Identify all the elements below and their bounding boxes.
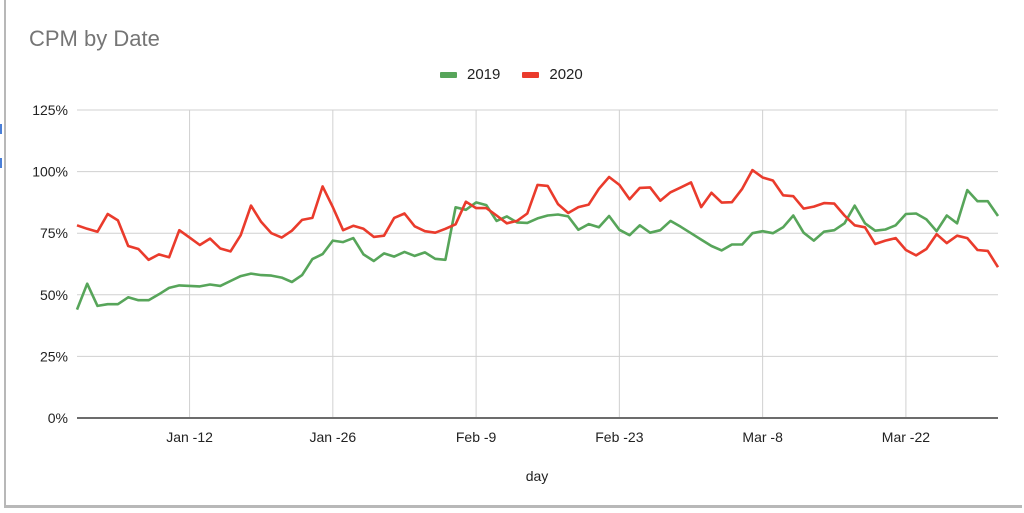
x-tick-label: Mar -8 [742,429,783,445]
x-tick-label: Mar -22 [882,429,930,445]
y-tick-label: 50% [40,287,68,303]
chart-frame [4,0,1022,508]
x-axis-ticks: Jan -12 Jan -26 Feb -9 Feb -23 Mar -8 Mar -22 [166,429,930,445]
x-tick-label: Jan -26 [309,429,356,445]
series-line-2019[interactable] [75,188,1000,311]
legend-swatch-2019 [440,71,457,78]
y-tick-label: 100% [32,164,68,180]
legend-item-2019[interactable]: 2019 [440,66,500,83]
y-tick-label: 25% [40,348,68,364]
y-axis-ticks: 0% 25% 50% 75% 100% 125% [32,102,68,426]
legend-label: 2020 [549,66,583,83]
legend: 2019 2020 [440,66,605,83]
selection-marker [0,158,2,168]
x-tick-label: Feb -9 [456,429,497,445]
legend-swatch-2020 [522,71,540,78]
x-tick-label: Feb -23 [595,429,643,445]
y-tick-label: 125% [32,102,68,118]
series-line-2020[interactable] [76,168,1000,268]
series-lines [75,168,1000,311]
legend-item-2020[interactable]: 2020 [522,66,583,83]
selection-marker [0,124,2,134]
gridlines [77,109,998,419]
x-tick-label: Jan -12 [166,429,213,445]
x-axis-label: day [526,468,549,484]
y-tick-label: 0% [48,410,68,426]
chart-title: CPM by Date [29,26,160,51]
y-tick-label: 75% [40,225,68,241]
legend-label: 2019 [467,66,501,83]
